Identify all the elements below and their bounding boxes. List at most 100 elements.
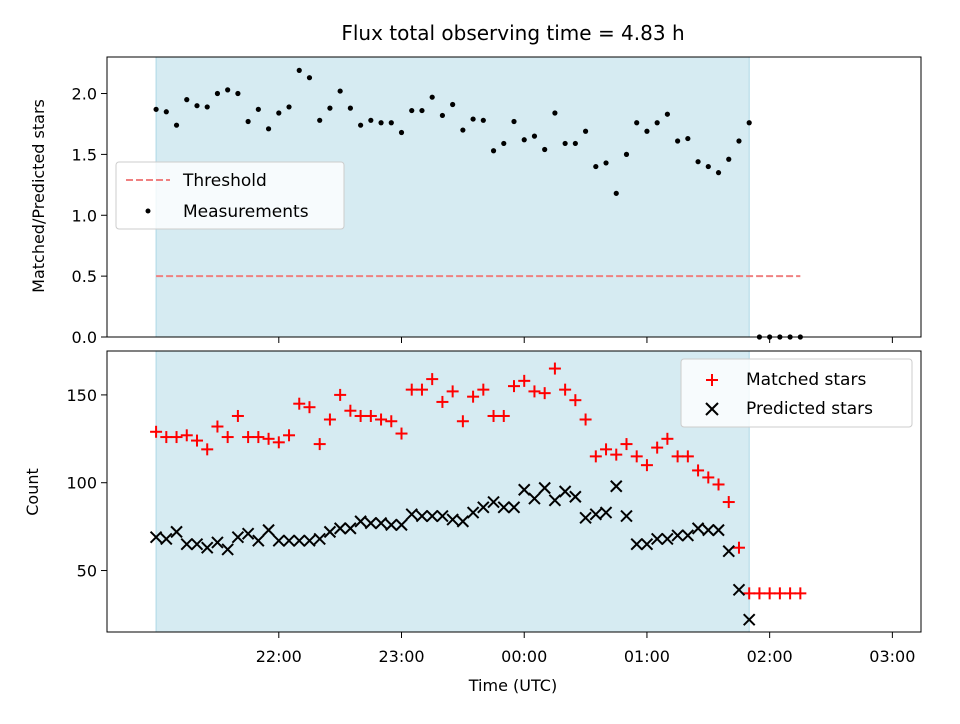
matched-star-marker xyxy=(293,397,306,410)
measurement-point xyxy=(439,112,446,119)
matched-star-marker xyxy=(160,431,173,444)
measurement-point xyxy=(388,120,394,126)
predicted-star-marker xyxy=(640,537,654,551)
measurement-point xyxy=(542,146,548,153)
measurement-point xyxy=(306,75,313,81)
x-tick-label: 02:00 xyxy=(747,647,793,666)
measurement-point xyxy=(409,107,415,114)
measurement-point xyxy=(511,118,517,125)
legend-threshold-label: Threshold xyxy=(182,171,267,191)
predicted-star-marker xyxy=(620,509,633,523)
predicted-star-marker xyxy=(211,536,224,549)
count-y-axis-label: Count xyxy=(23,468,42,516)
predicted-star-marker xyxy=(231,530,245,544)
measurement-point xyxy=(746,120,752,126)
predicted-star-marker xyxy=(538,481,551,495)
matched-star-marker xyxy=(620,438,633,451)
matched-star-marker xyxy=(559,383,572,396)
matched-star-marker xyxy=(375,413,388,426)
matched-star-marker xyxy=(681,450,694,463)
predicted-star-marker xyxy=(221,543,234,556)
measurement-point xyxy=(225,87,231,93)
matched-star-marker xyxy=(344,404,357,417)
predicted-star-marker xyxy=(385,518,398,532)
measurement-point xyxy=(245,118,251,125)
predicted-star-marker xyxy=(272,534,286,547)
predicted-star-marker xyxy=(313,532,326,546)
measurement-point xyxy=(194,103,200,109)
measurement-point xyxy=(593,163,599,170)
matched-star-marker xyxy=(661,432,674,445)
predicted-star-marker xyxy=(333,522,347,535)
predicted-star-marker xyxy=(589,508,603,521)
matched-star-marker xyxy=(497,409,510,422)
predicted-star-marker xyxy=(691,522,705,535)
measurement-point xyxy=(552,110,558,116)
predicted-star-marker xyxy=(712,523,725,537)
ratio-y-tick-label: 2.0 xyxy=(72,85,97,104)
predicted-star-marker xyxy=(303,534,316,547)
matched-star-marker xyxy=(773,587,786,600)
matched-star-marker xyxy=(364,409,377,422)
x-tick-label: 01:00 xyxy=(624,647,670,666)
matched-star-marker xyxy=(221,431,234,444)
matched-star-marker xyxy=(467,390,480,403)
predicted-star-marker xyxy=(661,532,674,546)
ratio-y-tick-label: 1.5 xyxy=(72,145,97,164)
predicted-star-marker xyxy=(732,583,746,597)
matched-star-marker xyxy=(313,438,326,451)
measurement-point xyxy=(644,128,650,134)
predicted-star-marker xyxy=(722,545,735,558)
measurement-point xyxy=(613,190,619,196)
measurement-point xyxy=(265,126,272,132)
measurement-point xyxy=(736,138,742,144)
matched-star-marker xyxy=(651,441,664,454)
matched-star-marker xyxy=(405,383,418,396)
predicted-star-marker xyxy=(252,534,265,547)
ratio-y-axis-label: Matched/Predicted stars xyxy=(29,99,48,293)
measurement-point xyxy=(214,90,221,97)
predicted-star-marker xyxy=(456,515,470,528)
count-legend-box xyxy=(680,358,913,428)
measurement-point xyxy=(726,156,732,162)
predicted-star-marker xyxy=(323,525,337,539)
legend-predicted-swatch xyxy=(705,402,719,416)
measurement-point xyxy=(398,129,405,136)
predicted-star-marker xyxy=(282,534,296,547)
count-legend: Matched stars Predicted stars xyxy=(680,358,913,428)
predicted-star-marker xyxy=(241,527,255,540)
matched-star-marker xyxy=(508,380,520,393)
ratio-y-ticks: 0.0 0.5 1.0 1.5 2.0 xyxy=(72,85,107,347)
measurement-point xyxy=(153,106,159,112)
matched-star-marker xyxy=(722,496,735,509)
measurement-point xyxy=(501,140,507,147)
matched-star-marker xyxy=(600,443,613,456)
legend-matched-label: Matched stars xyxy=(746,370,866,390)
matched-star-marker xyxy=(784,587,797,600)
predicted-star-marker xyxy=(149,530,163,544)
matched-star-marker xyxy=(712,478,725,491)
predicted-star-marker xyxy=(742,613,756,626)
measurement-point xyxy=(450,101,456,108)
measurement-points xyxy=(153,67,803,340)
count-y-ticks: 50 100 150 xyxy=(66,386,107,581)
predicted-stars-points xyxy=(149,480,756,626)
measurement-point xyxy=(327,105,333,111)
measurement-point xyxy=(634,120,640,126)
predicted-star-marker xyxy=(405,508,418,521)
ratio-y-tick-label: 1.0 xyxy=(72,206,97,225)
measurement-point xyxy=(235,90,241,97)
predicted-star-marker xyxy=(630,537,643,551)
matched-star-marker xyxy=(426,373,439,386)
predicted-star-marker xyxy=(374,516,388,530)
figure-title: Flux total observing time = 4.83 h xyxy=(341,21,684,45)
matched-star-marker xyxy=(569,394,582,407)
measurement-point xyxy=(358,122,364,128)
measurement-point xyxy=(317,117,323,123)
matched-star-marker xyxy=(753,587,766,600)
measurement-point xyxy=(347,105,353,111)
x-tick-label: 22:00 xyxy=(256,647,302,666)
x-tick-label: 03:00 xyxy=(869,647,915,666)
